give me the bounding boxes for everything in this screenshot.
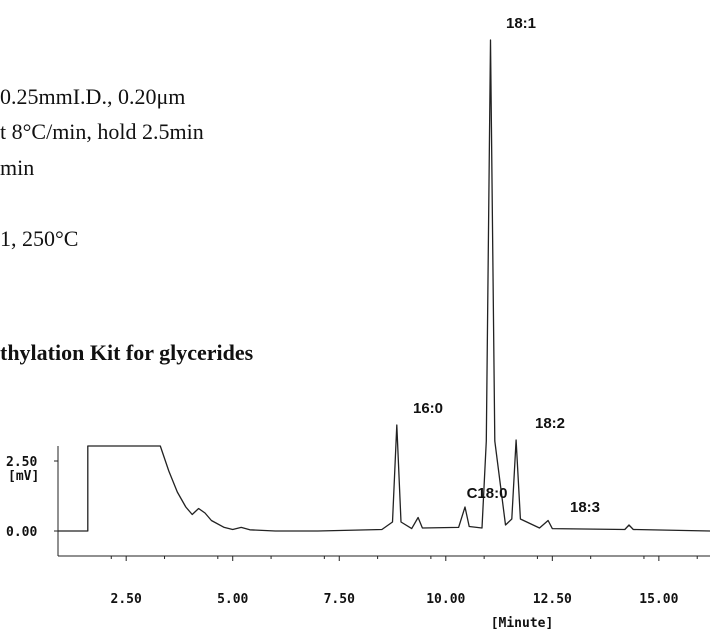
y-tick-label: 2.50 (6, 455, 37, 470)
method-line-column: 0.25mmI.D., 0.20μm (0, 84, 186, 109)
method-line-oven: t 8°C/min, hold 2.5min (0, 119, 204, 144)
y-axis-ticks: 2.50 0.00 [mV] (6, 455, 58, 540)
peak-label: 18:1 (506, 15, 536, 32)
chromatogram-trace-layer (58, 39, 710, 532)
peak-label: 16:0 (413, 400, 443, 417)
y-axis-label: [mV] (8, 469, 39, 484)
x-axis-label: [Minute] (491, 616, 554, 631)
chromatogram-trace (58, 39, 710, 532)
peak-labels: 16:0 C18:0 18:1 18:2 18:3 (413, 15, 600, 516)
x-axis-ticks: 2.50 5.00 7.50 10.00 12.50 15.00 (111, 556, 698, 607)
method-heading: thylation Kit for glycerides (0, 340, 254, 365)
x-tick-label: 15.00 (639, 592, 678, 607)
peak-label: 18:2 (535, 415, 565, 432)
chart-axes (57, 446, 710, 557)
x-tick-label: 7.50 (324, 592, 355, 607)
method-line-hold: min (0, 155, 35, 180)
peak-label: C18:0 (467, 485, 508, 502)
x-tick-label: 5.00 (217, 592, 248, 607)
peak-label: 18:3 (570, 499, 600, 516)
x-tick-label: 2.50 (111, 592, 142, 607)
x-tick-label: 12.50 (533, 592, 572, 607)
method-line-injector: 1, 250°C (0, 226, 79, 251)
y-tick-label: 0.00 (6, 525, 37, 540)
x-tick-label: 10.00 (426, 592, 465, 607)
